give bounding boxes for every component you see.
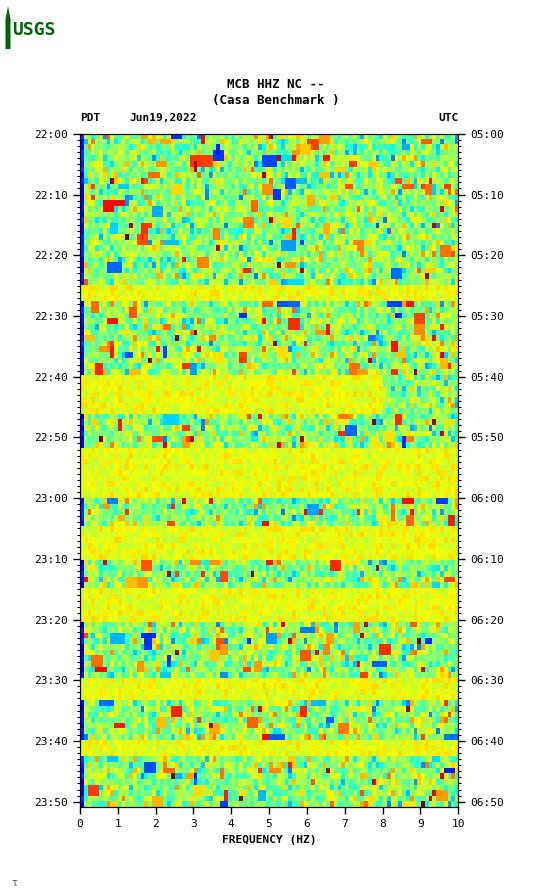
Text: USGS: USGS — [12, 21, 56, 38]
X-axis label: FREQUENCY (HZ): FREQUENCY (HZ) — [222, 835, 316, 845]
Text: MCB HHZ NC --: MCB HHZ NC -- — [227, 78, 325, 91]
Text: PDT: PDT — [80, 113, 100, 123]
Text: τ: τ — [11, 878, 17, 888]
Text: (Casa Benchmark ): (Casa Benchmark ) — [213, 94, 339, 107]
Text: Jun19,2022: Jun19,2022 — [130, 113, 197, 123]
Polygon shape — [6, 6, 10, 49]
Text: UTC: UTC — [438, 113, 458, 123]
